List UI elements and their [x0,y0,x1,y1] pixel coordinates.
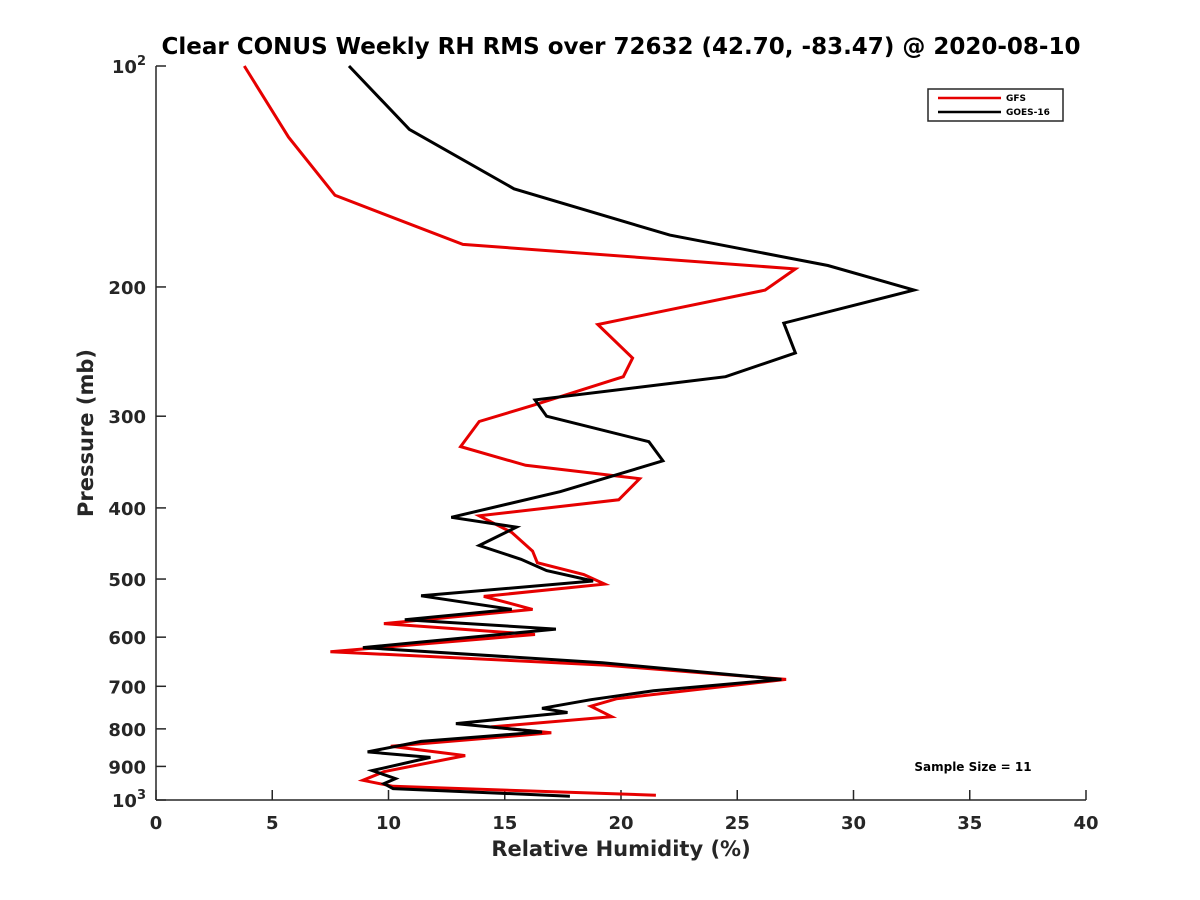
x-tick-label: 15 [492,813,517,834]
legend-box [927,88,1064,122]
x-axis-label: Relative Humidity (%) [491,837,750,861]
y-tick-label: 102 [112,54,146,78]
y-tick-label: 800 [108,720,146,741]
x-tick-label: 35 [957,813,982,834]
chart-title: Clear CONUS Weekly RH RMS over 72632 (42… [162,34,1081,60]
x-tick-label: 0 [150,813,163,834]
x-tick-label: 40 [1073,813,1098,834]
y-tick-label: 400 [108,499,146,520]
y-tick-label: 700 [108,677,146,698]
y-tick-label: 300 [108,407,146,428]
series-line-goes-16 [347,64,920,798]
x-tick-label: 10 [376,813,401,834]
x-tick-label: 30 [841,813,866,834]
y-tick-label: 500 [108,570,146,591]
legend-label: GOES-16 [1006,108,1050,118]
y-tick-label: 200 [108,278,146,299]
legend: GFS GOES-16 [927,88,1064,122]
legend-label: GFS [1006,94,1026,104]
y-tick-label: 600 [108,628,146,649]
x-tick-label: 5 [266,813,279,834]
x-tick-label: 25 [725,813,750,834]
y-axis-label: Pressure (mb) [74,349,98,517]
y-tick-label: 103 [112,788,146,812]
y-tick-label: 900 [108,757,146,778]
x-tick-label: 20 [608,813,633,834]
plot-area: 0 5 10 15 20 25 30 35 40 102 200 300 400 500 600 700 800… [108,54,1098,834]
sample-size-annotation: Sample Size = 11 [914,760,1031,774]
